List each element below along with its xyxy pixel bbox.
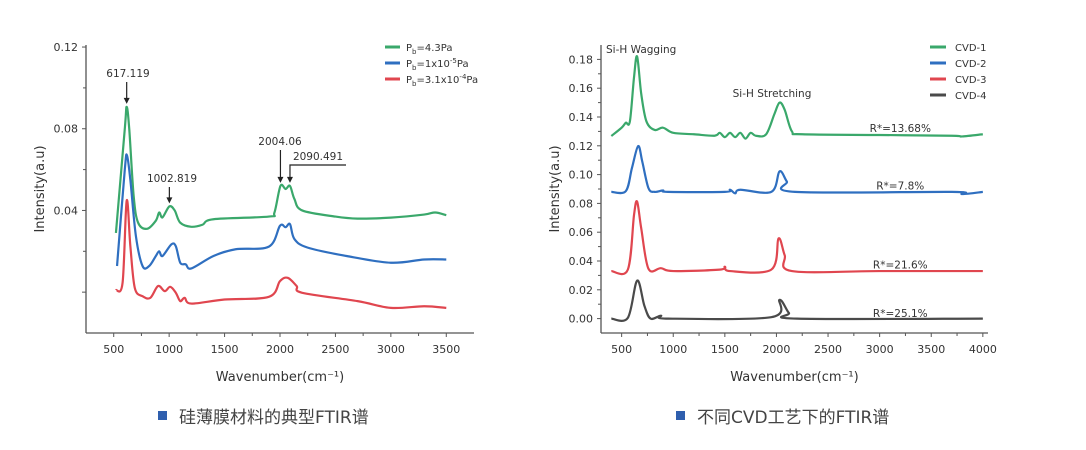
caption-right-text: 不同CVD工艺下的FTIR谱 <box>697 408 890 428</box>
series-line-pb-1x10-5pa <box>115 153 447 270</box>
y-tick-label: 0.02 <box>569 284 594 297</box>
x-tick-label: 2000 <box>266 343 294 356</box>
x-tick-label: 3500 <box>432 343 460 356</box>
bullet-square-icon <box>158 411 167 420</box>
ftir-chart-silicon-film: 500 1000 1500 2000 2500 3000 3500 0.04 0.08 0.12 W… <box>33 41 478 385</box>
r-star-label: R*=13.68% <box>870 123 931 135</box>
y-tick-label: 0.14 <box>569 111 594 124</box>
annotation-si-h-stretching: Si-H Stretching <box>733 88 812 100</box>
legend-label: CVD-2 <box>955 59 987 70</box>
peak-label: 617.119 <box>106 68 149 80</box>
y-tick-label: 0.08 <box>54 123 79 136</box>
y-tick-label: 0.06 <box>569 226 594 239</box>
legend-label: CVD-3 <box>955 75 987 86</box>
x-tick-label: 1000 <box>659 343 687 356</box>
y-tick-label: 0.04 <box>54 204 79 217</box>
series-line-cvd-2 <box>611 144 983 196</box>
x-tick-label: 1500 <box>211 343 239 356</box>
x-tick-label: 1000 <box>155 343 183 356</box>
x-tick-label: 4000 <box>969 343 997 356</box>
y-tick-label: 0.10 <box>569 169 594 182</box>
y-tick-label: 0.08 <box>569 197 594 210</box>
x-tick-label: 2500 <box>814 343 842 356</box>
y-tick-label: 0.12 <box>54 41 79 54</box>
legend-label: Pb=1x10-5Pa <box>406 57 469 72</box>
ftir-chart-cvd-processes: 500 1000 1500 2000 2500 3000 3500 4000 0.00 0.02 0… <box>548 43 997 385</box>
arrow-head-icon <box>166 197 173 204</box>
caption-right: 不同CVD工艺下的FTIR谱 <box>676 403 889 428</box>
series-line-pb-4-3pa <box>114 105 447 234</box>
series-line-cvd-1 <box>610 55 983 140</box>
legend-label: Pb=4.3Pa <box>406 43 452 56</box>
x-axis-label: Wavenumber(cm⁻¹) <box>730 370 858 385</box>
y-tick-label: 0.00 <box>569 313 594 326</box>
x-tick-label: 2000 <box>762 343 790 356</box>
series-line-cvd-3 <box>611 200 983 276</box>
y-axis-label: Intensity(a.u) <box>548 145 563 232</box>
peak-label: 2090.491 <box>293 151 343 163</box>
annotation-si-h-wagging: Si-H Wagging <box>606 44 676 56</box>
arrow-head-icon <box>286 176 293 183</box>
x-tick-label: 500 <box>611 343 632 356</box>
bullet-square-icon <box>676 411 685 420</box>
x-tick-label: 1500 <box>711 343 739 356</box>
y-tick-label: 0.04 <box>569 255 594 268</box>
x-tick-label: 3000 <box>377 343 405 356</box>
x-tick-label: 500 <box>103 343 124 356</box>
r-star-label: R*=25.1% <box>873 308 928 320</box>
caption-left-text: 硅薄膜材料的典型FTIR谱 <box>179 408 369 428</box>
x-tick-label: 2500 <box>321 343 349 356</box>
caption-left: 硅薄膜材料的典型FTIR谱 <box>158 403 369 428</box>
y-axis-label: Intensity(a.u) <box>33 145 48 232</box>
peak-label: 2004.06 <box>258 136 302 148</box>
series-line-pb-3-1x10-4pa <box>114 199 447 310</box>
y-tick-label: 0.12 <box>569 140 594 153</box>
r-star-label: R*=21.6% <box>873 260 928 272</box>
y-tick-label: 0.16 <box>569 82 594 95</box>
arrow-head-icon <box>277 176 284 183</box>
r-star-label: R*=7.8% <box>876 180 924 192</box>
annotation-arrow <box>289 164 346 178</box>
legend-label: Pb=3.1x10-4Pa <box>406 73 478 88</box>
y-tick-label: 0.18 <box>569 53 594 66</box>
x-tick-label: 3000 <box>866 343 894 356</box>
series-line-cvd-4 <box>611 279 983 322</box>
x-axis-label: Wavenumber(cm⁻¹) <box>216 370 344 385</box>
peak-label: 1002.819 <box>147 173 197 185</box>
legend-label: CVD-1 <box>955 43 987 54</box>
x-tick-label: 3500 <box>917 343 945 356</box>
arrow-head-icon <box>123 97 130 104</box>
legend-label: CVD-4 <box>955 91 987 102</box>
